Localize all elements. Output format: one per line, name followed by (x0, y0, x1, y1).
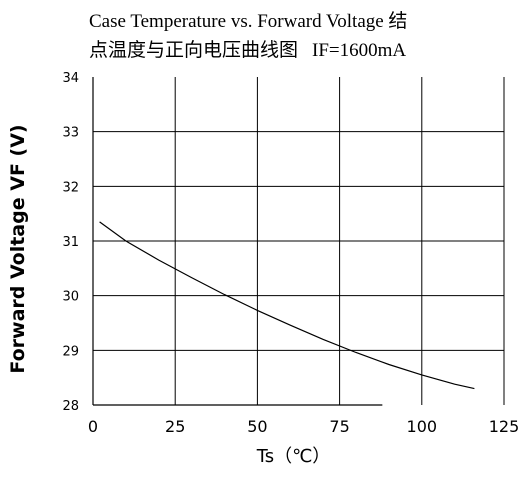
x-tick-labels: 0 25 50 75 100 125 (88, 417, 519, 436)
y-tick-33: 33 (62, 126, 79, 141)
x-tick-50: 50 (247, 417, 267, 436)
y-tick-32: 32 (62, 180, 79, 195)
y-axis-label: Forward Voltage VF (V) (7, 124, 29, 373)
grid (92, 77, 505, 406)
series-line (99, 221, 475, 390)
y-tick-28: 28 (62, 399, 79, 414)
chart-title-cjk: 点温度与正向电压曲线图 (89, 39, 298, 61)
y-tick-labels: 28 29 30 31 32 33 34 (62, 71, 79, 414)
y-tick-30: 30 (62, 290, 79, 305)
x-tick-25: 25 (165, 417, 185, 436)
x-tick-100: 100 (407, 417, 438, 436)
chart-subtitle: IF=1600mA (312, 40, 406, 61)
x-tick-125: 125 (489, 417, 520, 436)
x-axis-label: Ts（℃） (256, 446, 331, 467)
chart-title-line1: Case Temperature vs. Forward Voltage 结 (89, 10, 407, 32)
x-tick-0: 0 (88, 417, 98, 436)
x-tick-75: 75 (329, 417, 349, 436)
y-tick-34: 34 (62, 71, 79, 86)
y-tick-31: 31 (62, 235, 79, 250)
y-tick-29: 29 (62, 344, 79, 359)
chart-title-line2: 点温度与正向电压曲线图 IF=1600mA (89, 39, 406, 61)
